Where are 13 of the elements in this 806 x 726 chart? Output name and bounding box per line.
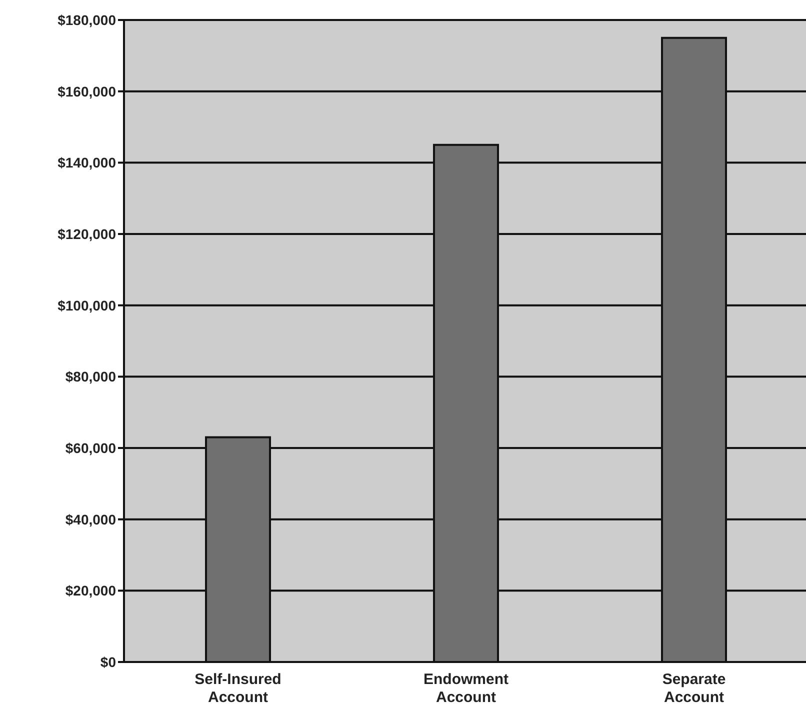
x-tick-label: Separate Account [662,671,726,706]
y-tick-label: $0 [100,654,116,670]
y-tick-label: $20,000 [65,582,116,599]
y-tick-label: $100,000 [58,297,116,314]
y-tick-label: $140,000 [58,154,116,171]
x-tick-label: Self-Insured Account [194,671,282,706]
x-tick-label: Endowment Account [424,671,508,706]
y-tick-label: $40,000 [65,511,116,528]
y-tick-label: $180,000 [58,12,116,28]
y-tick-label: $120,000 [58,226,116,242]
y-tick-label: $80,000 [65,368,116,385]
y-tick-label: $60,000 [65,440,116,456]
y-tick-label: $160,000 [58,83,116,100]
